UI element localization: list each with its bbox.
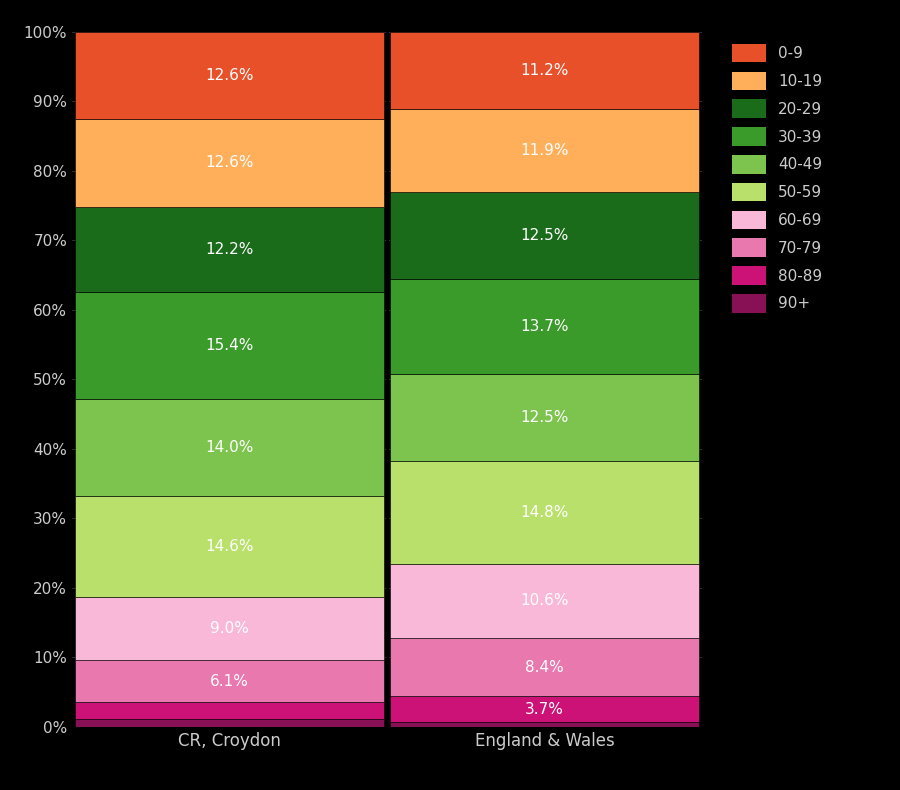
Bar <box>76 496 383 597</box>
Bar <box>76 207 383 292</box>
Text: 14.6%: 14.6% <box>205 540 254 555</box>
Text: 12.5%: 12.5% <box>520 228 569 243</box>
Text: 15.4%: 15.4% <box>205 337 254 352</box>
Bar <box>390 192 698 279</box>
Text: 13.7%: 13.7% <box>520 319 569 334</box>
Legend: 0-9, 10-19, 20-29, 30-39, 40-49, 50-59, 60-69, 70-79, 80-89, 90+: 0-9, 10-19, 20-29, 30-39, 40-49, 50-59, … <box>727 40 827 318</box>
Bar <box>76 399 383 496</box>
Text: 3.7%: 3.7% <box>525 702 564 717</box>
Bar <box>76 660 383 702</box>
Text: 12.6%: 12.6% <box>205 156 254 171</box>
Text: 12.2%: 12.2% <box>205 242 254 257</box>
Bar <box>390 638 698 696</box>
Text: 8.4%: 8.4% <box>525 660 564 675</box>
Bar <box>390 722 698 727</box>
Text: 11.2%: 11.2% <box>520 63 569 78</box>
Bar <box>390 461 698 564</box>
Bar <box>76 119 383 207</box>
Bar <box>390 110 698 192</box>
Text: 14.8%: 14.8% <box>520 505 569 520</box>
Text: 6.1%: 6.1% <box>210 674 249 689</box>
Bar <box>76 702 383 719</box>
Bar <box>76 32 383 119</box>
Text: 9.0%: 9.0% <box>210 621 249 636</box>
Text: 12.5%: 12.5% <box>520 410 569 425</box>
Text: 11.9%: 11.9% <box>520 143 569 158</box>
Text: 10.6%: 10.6% <box>520 593 569 608</box>
Bar <box>76 719 383 727</box>
Bar <box>76 597 383 660</box>
Text: 12.6%: 12.6% <box>205 68 254 83</box>
Bar <box>390 374 698 461</box>
Bar <box>76 292 383 399</box>
Bar <box>390 279 698 374</box>
Bar <box>390 564 698 638</box>
Bar <box>390 696 698 722</box>
Text: 14.0%: 14.0% <box>205 440 254 455</box>
Bar <box>390 32 698 110</box>
